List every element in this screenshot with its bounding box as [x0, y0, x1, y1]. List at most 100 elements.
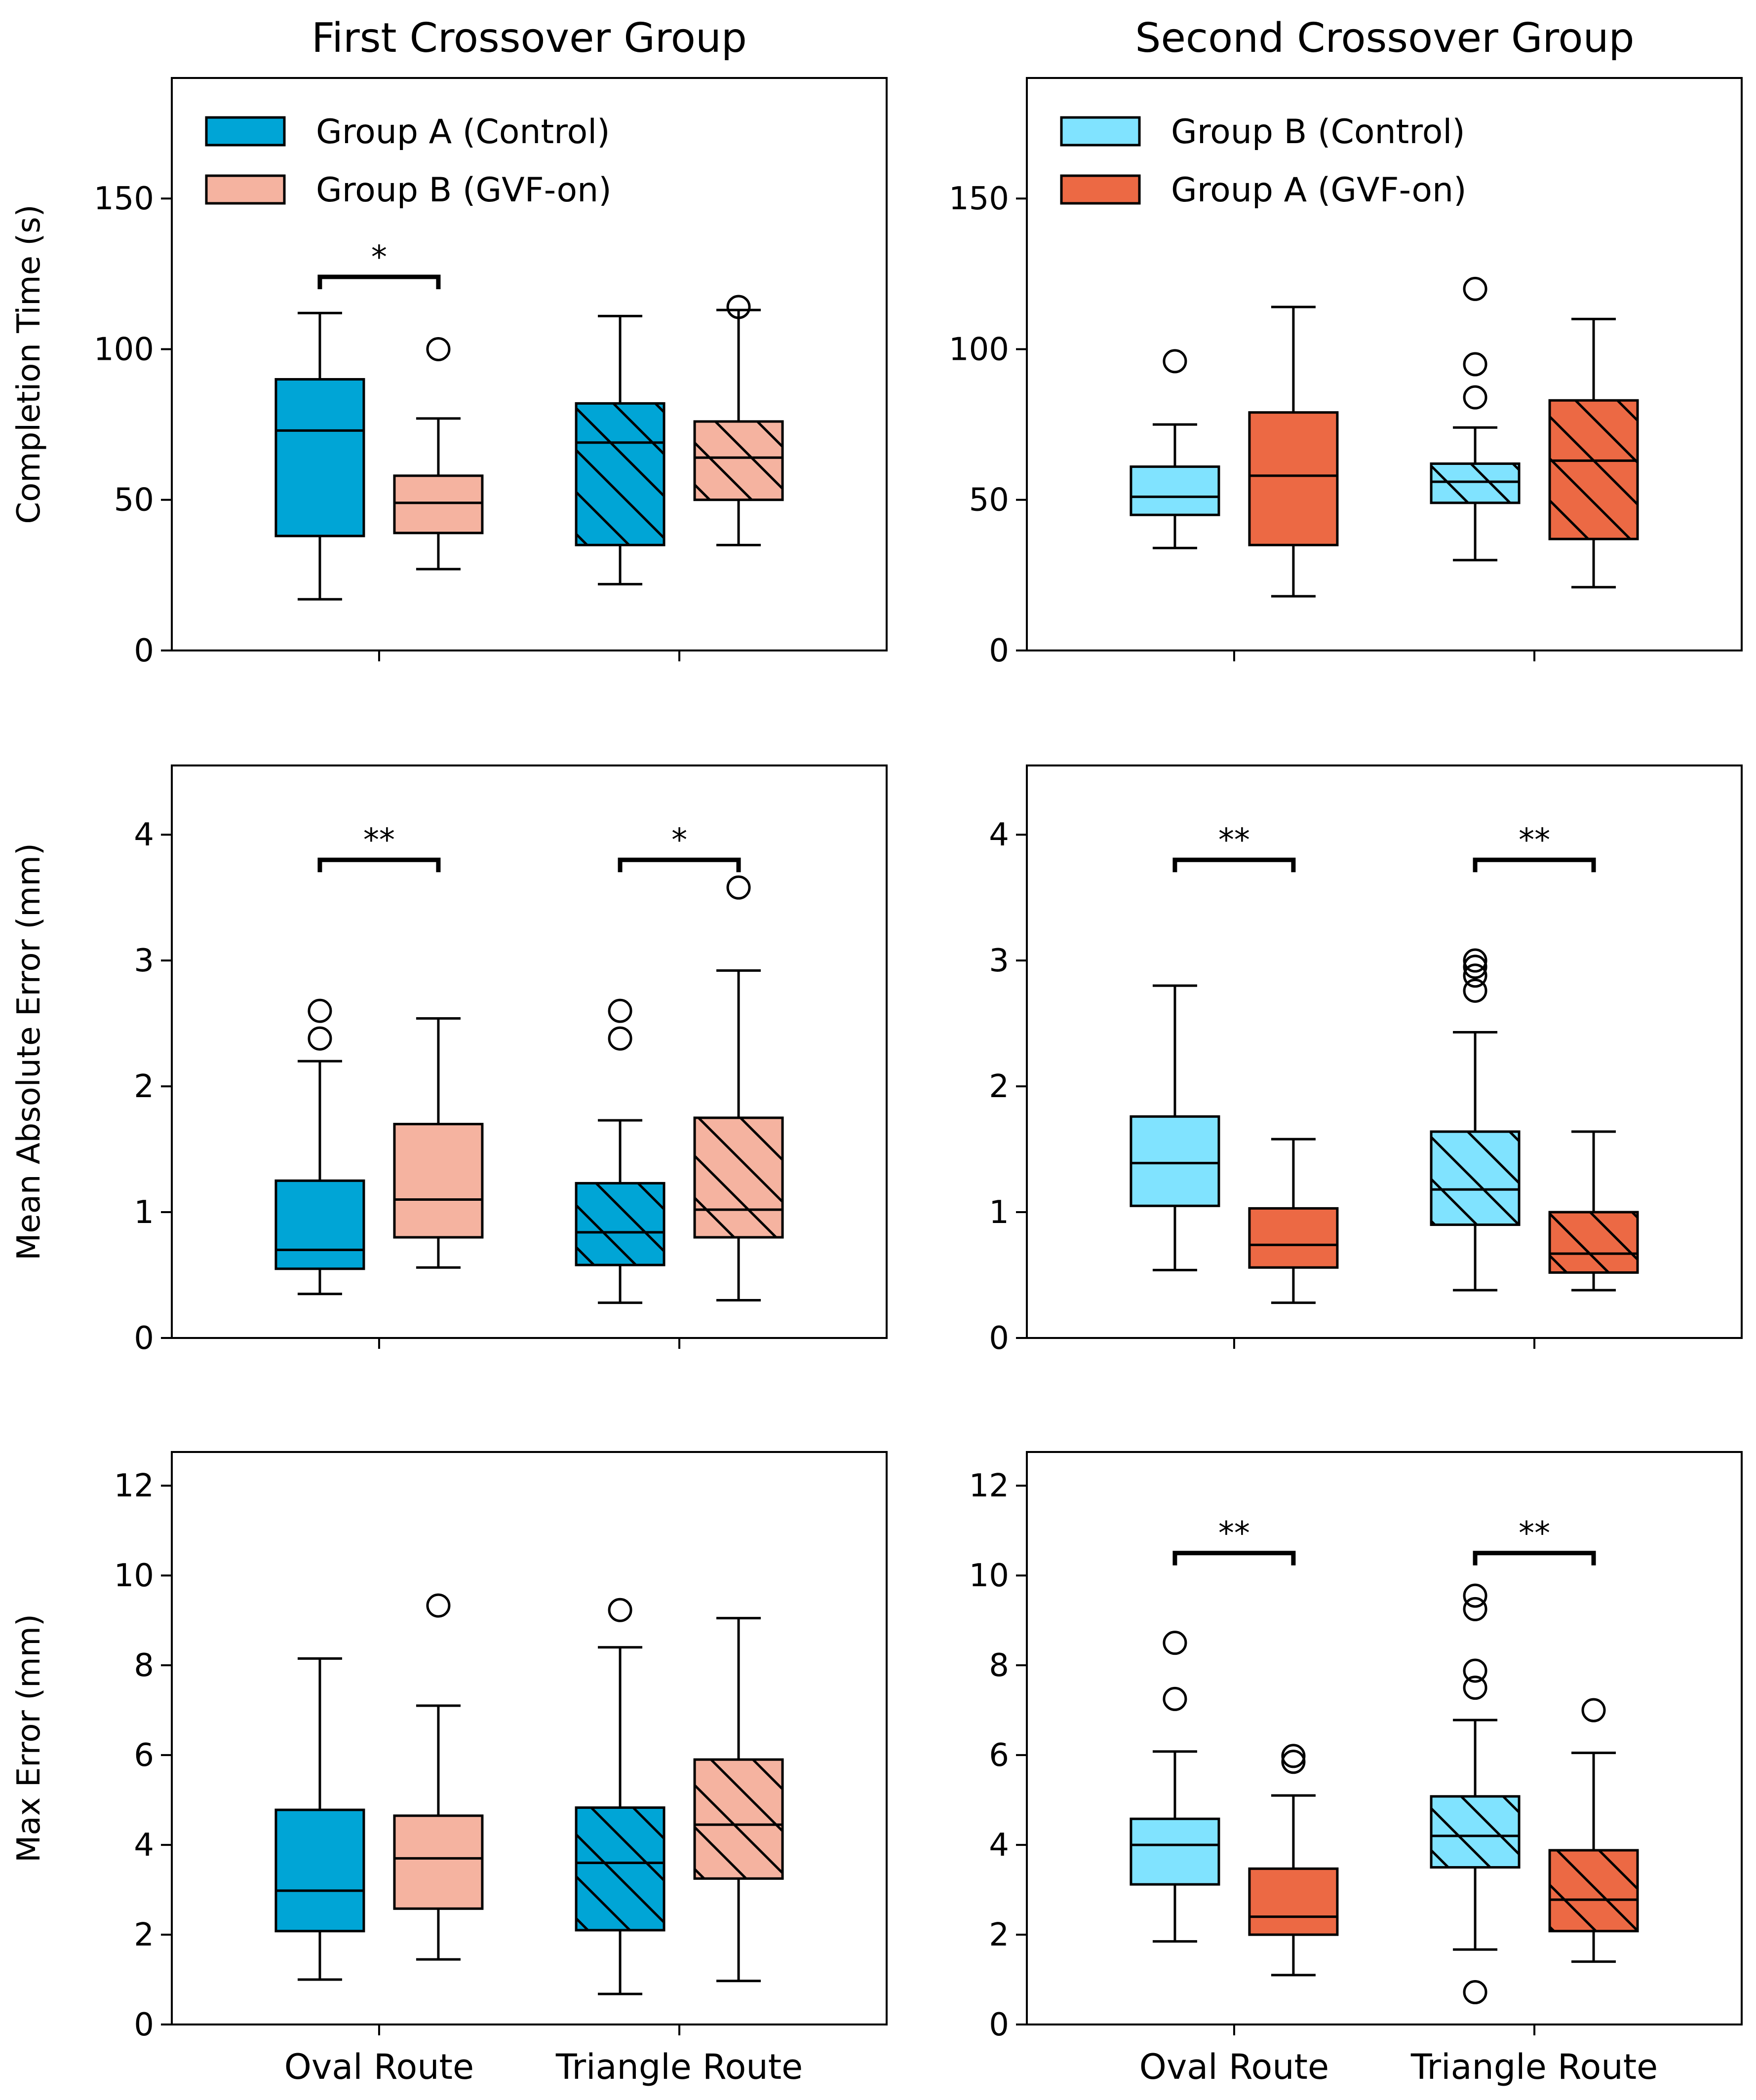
- y-tick-label: 8: [134, 1647, 154, 1684]
- y-tick-label: 12: [114, 1468, 154, 1504]
- bracket-line: [1473, 1551, 1596, 1565]
- outlier-point: [726, 875, 751, 900]
- significance-label: **: [363, 822, 395, 859]
- box-body: [275, 1181, 364, 1269]
- outlier-point: [726, 295, 751, 319]
- significance-label: **: [1218, 822, 1250, 859]
- box-element: [1248, 1744, 1339, 1977]
- box-outline: [274, 1179, 365, 1270]
- box-outline: [1430, 462, 1521, 504]
- significance-bracket: *: [618, 822, 741, 873]
- box-element: [274, 998, 365, 1296]
- outlier-point: [608, 1598, 632, 1622]
- outlier-point: [308, 1026, 332, 1051]
- outlier-point: [1463, 948, 1487, 973]
- legend-label: Group A (GVF-on): [1171, 171, 1467, 210]
- x-tick-label: Triangle Route: [1410, 2047, 1658, 2087]
- y-tick-label: 0: [134, 633, 154, 669]
- outlier-point: [426, 337, 451, 361]
- bracket-line: [618, 857, 741, 873]
- y-tick-label: 4: [989, 1827, 1009, 1864]
- significance-bracket: **: [1172, 1516, 1296, 1565]
- legend-label: Group A (Control): [316, 113, 610, 152]
- outlier-point: [1463, 1583, 1487, 1608]
- outlier-point: [1463, 276, 1487, 301]
- box-element: [1548, 1698, 1639, 1963]
- y-tick-label: 10: [114, 1558, 154, 1594]
- box-element: [1430, 276, 1521, 562]
- y-tick-label: 150: [94, 181, 154, 217]
- box-hatch: [1550, 1212, 1638, 1273]
- box-hatch: [695, 1759, 783, 1879]
- outlier-point: [1281, 1750, 1306, 1774]
- y-tick-label: 6: [989, 1737, 1009, 1774]
- box-element: [1430, 948, 1521, 1292]
- outlier-point: [608, 998, 632, 1023]
- y-tick-label: 50: [114, 482, 154, 519]
- y-tick-label: 2: [989, 1069, 1009, 1105]
- box-outline: [1430, 1795, 1521, 1869]
- outlier-point: [1281, 1744, 1306, 1768]
- y-tick-label: 100: [94, 331, 154, 368]
- box-outline: [1130, 1817, 1220, 1886]
- y-tick-label: 100: [949, 331, 1009, 368]
- bracket-line: [1172, 857, 1296, 873]
- box-element: [1130, 984, 1220, 1271]
- x-tick-label: Oval Route: [1139, 2047, 1329, 2087]
- y-tick-label: 1: [989, 1194, 1009, 1231]
- outlier-point: [1463, 1658, 1487, 1683]
- axes-frame: [1026, 77, 1743, 651]
- significance-label: *: [671, 822, 687, 859]
- significance-bracket: **: [1172, 822, 1296, 873]
- box-outline: [1548, 1211, 1639, 1274]
- y-tick-label: 2: [989, 1917, 1009, 1953]
- box-outline: [575, 402, 665, 546]
- outlier-point: [426, 1593, 451, 1618]
- legend-swatch: [205, 116, 286, 147]
- box-element: [1548, 317, 1639, 589]
- significance-label: *: [371, 239, 387, 276]
- box-body: [394, 1815, 482, 1909]
- box-element: [393, 337, 484, 571]
- significance-bracket: **: [317, 822, 441, 873]
- significance-label: **: [1218, 1516, 1250, 1552]
- box-hatch: [576, 1807, 664, 1930]
- box-element: [393, 1017, 484, 1269]
- box-body: [1249, 412, 1337, 545]
- outlier-point: [1463, 1597, 1487, 1621]
- box-element: [693, 875, 784, 1302]
- outlier-point: [1163, 1631, 1187, 1655]
- y-tick-label: 3: [134, 943, 154, 979]
- box-element: [1548, 1130, 1639, 1292]
- box-element: [575, 1598, 665, 1995]
- axes-frame: [1026, 764, 1743, 1339]
- box-hatch: [576, 1183, 664, 1265]
- legend: Group A (Control) Group B (GVF-on): [205, 113, 612, 210]
- box-outline: [1248, 411, 1339, 546]
- y-tick-label: 0: [134, 2007, 154, 2043]
- outlier-point: [1163, 349, 1187, 374]
- y-tick-label: 0: [989, 2007, 1009, 2043]
- legend-swatch: [205, 174, 286, 205]
- significance-bracket: *: [317, 239, 441, 289]
- box-outline: [693, 1116, 784, 1239]
- bracket-line: [1473, 857, 1596, 873]
- y-tick-label: 4: [134, 817, 154, 853]
- outlier-point: [1463, 352, 1487, 377]
- outlier-point: [1463, 1676, 1487, 1700]
- box-hatch: [695, 1117, 783, 1238]
- box-outline: [1248, 1207, 1339, 1269]
- axes-frame: [171, 77, 888, 651]
- box-element: [393, 1593, 484, 1961]
- outlier-point: [1463, 978, 1487, 1003]
- box-outline: [693, 420, 784, 501]
- y-axis-label: Completion Time (s): [11, 204, 47, 524]
- legend-label: Group B (GVF-on): [316, 171, 612, 210]
- panel-r0-c1: 0 50 100 150 Group B (Control) Group A (GVF-o…: [949, 77, 1743, 669]
- y-tick-label: 150: [949, 181, 1009, 217]
- box-outline: [274, 378, 365, 537]
- box-hatch: [1550, 400, 1638, 539]
- panel-r0-c0: 0 50 100 150 * Group A (Control) Group B (GVF-…: [94, 77, 888, 669]
